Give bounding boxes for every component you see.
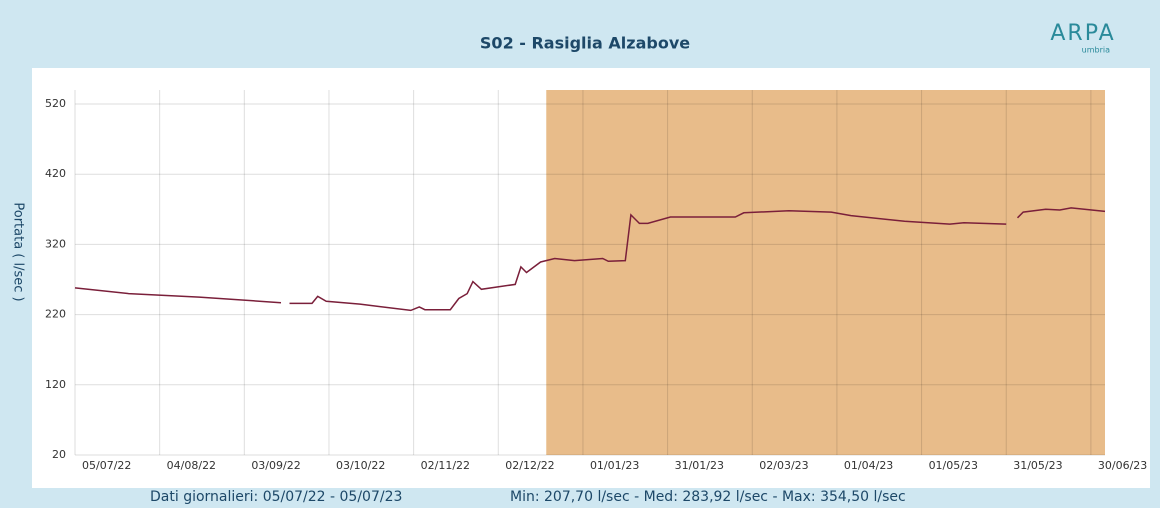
footer-period: Dati giornalieri: 05/07/22 - 05/07/23 [150,489,402,505]
x-tick-label: 02/12/22 [505,459,554,472]
x-tick-label: 31/05/23 [1013,459,1062,472]
y-tick-label: 420 [45,167,66,180]
x-tick-label: 30/06/23 [1098,459,1147,472]
data-line [74,287,282,304]
x-tick-label: 01/05/23 [929,459,978,472]
chart-title: S02 - Rasiglia Alzabove [480,34,690,53]
y-tick-label: 520 [45,97,66,110]
y-tick-label: 20 [52,448,66,461]
y-tick-label: 120 [45,378,66,391]
data-line [289,209,1007,312]
y-tick-label: 320 [45,237,66,250]
y-tick-label: 220 [45,308,66,321]
x-tick-label: 02/03/23 [759,459,808,472]
x-tick-label: 03/10/22 [336,459,385,472]
x-tick-label: 03/09/22 [251,459,300,472]
footer-stats: Min: 207,70 l/sec - Med: 283,92 l/sec - … [510,489,906,505]
highlight-band [546,90,1105,455]
x-tick-label: 31/01/23 [675,459,724,472]
logo: ARPA [1050,21,1115,46]
x-tick-label: 01/04/23 [844,459,893,472]
logo-sub: umbria [1082,46,1110,55]
data-line [1016,207,1106,219]
x-tick-label: 01/01/23 [590,459,639,472]
x-tick-label: 02/11/22 [421,459,470,472]
x-tick-label: 04/08/22 [167,459,216,472]
y-axis-label: Portata ( l/sec ) [11,202,26,301]
x-tick-label: 05/07/22 [82,459,131,472]
